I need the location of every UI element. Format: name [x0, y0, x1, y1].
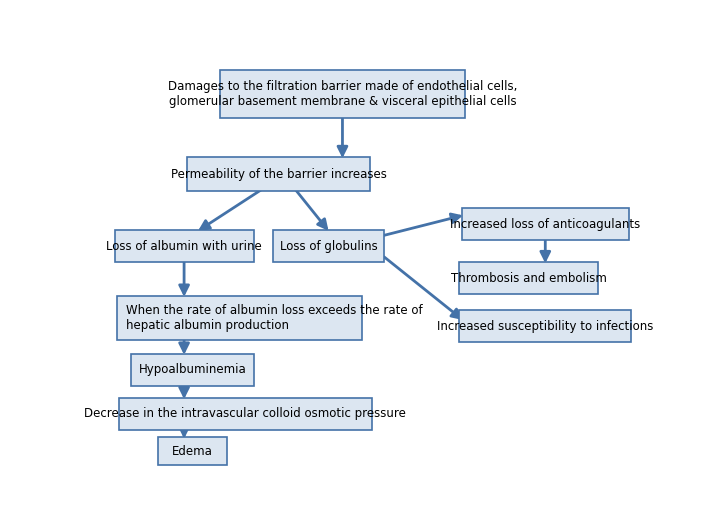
- FancyBboxPatch shape: [459, 262, 598, 294]
- FancyBboxPatch shape: [119, 398, 371, 430]
- FancyBboxPatch shape: [273, 230, 384, 262]
- Text: Damages to the filtration barrier made of endothelial cells,
glomerular basement: Damages to the filtration barrier made o…: [168, 80, 517, 108]
- FancyBboxPatch shape: [220, 70, 465, 118]
- FancyBboxPatch shape: [459, 310, 632, 342]
- FancyBboxPatch shape: [118, 296, 362, 340]
- Text: Decrease in the intravascular colloid osmotic pressure: Decrease in the intravascular colloid os…: [85, 407, 406, 420]
- Text: Edema: Edema: [172, 445, 213, 458]
- Text: Increased susceptibility to infections: Increased susceptibility to infections: [437, 320, 653, 333]
- Text: When the rate of albumin loss exceeds the rate of
hepatic albumin production: When the rate of albumin loss exceeds th…: [125, 304, 422, 332]
- FancyBboxPatch shape: [158, 437, 227, 465]
- FancyBboxPatch shape: [115, 230, 254, 262]
- Text: Loss of globulins: Loss of globulins: [280, 240, 377, 253]
- Text: Increased loss of anticoagulants: Increased loss of anticoagulants: [450, 217, 640, 230]
- FancyBboxPatch shape: [187, 157, 370, 191]
- Text: Loss of albumin with urine: Loss of albumin with urine: [106, 240, 262, 253]
- Text: Hypoalbuminemia: Hypoalbuminemia: [138, 363, 247, 376]
- Text: Permeability of the barrier increases: Permeability of the barrier increases: [171, 168, 386, 181]
- FancyBboxPatch shape: [131, 354, 254, 386]
- FancyBboxPatch shape: [462, 208, 629, 240]
- Text: Thrombosis and embolism: Thrombosis and embolism: [451, 271, 607, 284]
